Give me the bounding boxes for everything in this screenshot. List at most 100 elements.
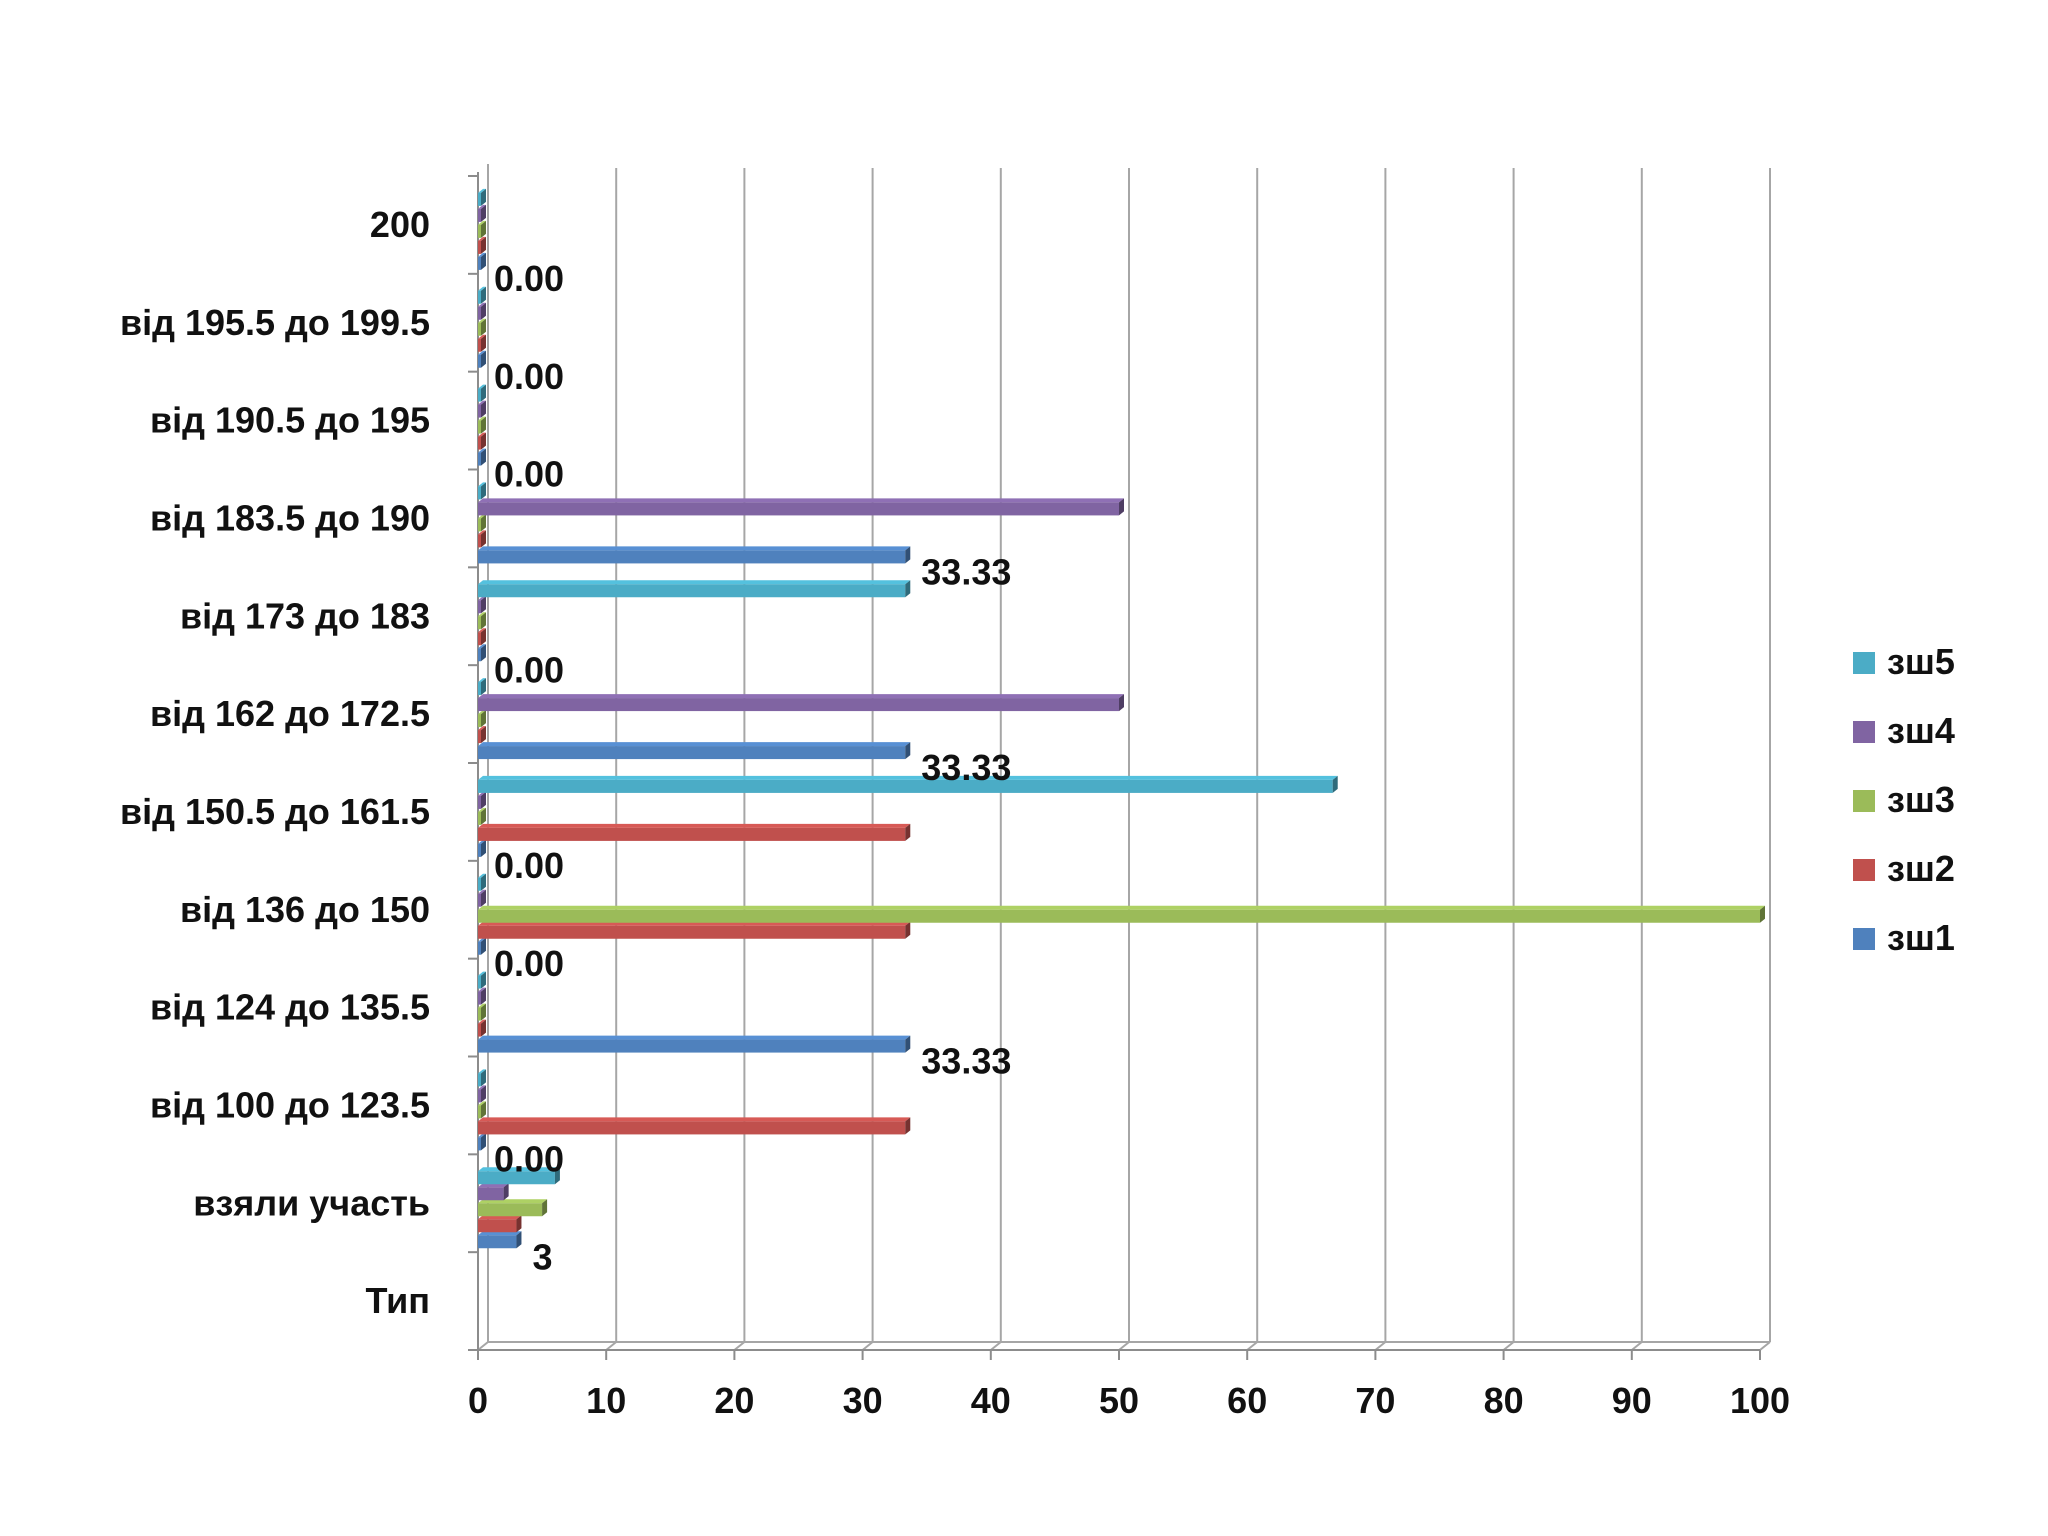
bar-front [478, 224, 481, 238]
bar-front [478, 436, 481, 450]
bar-end [481, 612, 486, 630]
bar-end [481, 937, 486, 955]
bar-зш1-7 [478, 644, 486, 662]
bar-зш5-2 [478, 1069, 486, 1087]
bar-front [478, 632, 481, 646]
bar-end [481, 318, 486, 336]
floor-tick-80 [1502, 1341, 1515, 1351]
category-label: від 173 до 183 [180, 595, 430, 636]
data-label: 33.33 [921, 551, 1011, 592]
bar-end [481, 400, 486, 418]
bar-зш5-6 [478, 678, 486, 696]
bar-end [481, 791, 486, 809]
bar-зш4-2 [478, 1085, 486, 1103]
bar-front [478, 941, 481, 955]
bar-зш1-8 [478, 546, 911, 564]
bar-front [478, 648, 481, 662]
bar-top [478, 873, 486, 878]
bar-top [478, 432, 486, 437]
floor-tick-0 [477, 1341, 489, 1351]
bar-зш2-2 [478, 1117, 911, 1135]
bar-зш4-8 [478, 498, 1124, 516]
category-label: Тип [366, 1280, 431, 1321]
bar-top [478, 384, 486, 389]
bar-зш5-5 [478, 775, 1338, 793]
bar-top [478, 302, 486, 307]
bar-end [481, 350, 486, 368]
bar-front [478, 1089, 481, 1103]
bar-front [478, 616, 481, 630]
bar-зш3-10 [478, 318, 486, 336]
bar-end [1119, 498, 1124, 516]
bar-top [478, 1003, 486, 1008]
x-tick-label-80: 80 [1484, 1380, 1524, 1421]
bar-front [478, 306, 481, 320]
bar-зш2-3 [478, 1019, 486, 1037]
bar-зш2-11 [478, 236, 486, 254]
bar-end [481, 1133, 486, 1151]
data-label: 0.00 [494, 454, 564, 495]
bar-зш4-5 [478, 791, 486, 809]
bar-front [478, 1073, 481, 1087]
bar-зш2-4 [478, 921, 911, 939]
legend-swatch-зш2 [1853, 859, 1875, 881]
bars [478, 188, 1765, 1249]
bar-front [478, 909, 1760, 923]
bar-end [481, 1003, 486, 1021]
bar-top [478, 1101, 486, 1106]
bar-зш2-1 [478, 1215, 522, 1233]
category-label: взяли участь [193, 1182, 430, 1223]
bar-end [905, 742, 911, 760]
bar-top [478, 334, 486, 339]
bar-зш2-6 [478, 726, 486, 744]
bar-front [478, 354, 481, 368]
bar-end [481, 1101, 486, 1119]
bar-end [481, 1069, 486, 1087]
axes [468, 164, 1770, 1360]
bar-end [481, 644, 486, 662]
bar-front [478, 827, 906, 841]
legend-swatch-зш4 [1853, 721, 1875, 743]
floor-tick-10 [605, 1341, 617, 1351]
bar-front [478, 975, 481, 989]
bar-end [905, 1117, 911, 1135]
floor-tick-40 [990, 1341, 1002, 1351]
bar-зш1-1 [478, 1231, 522, 1249]
x-tick-label-50: 50 [1099, 1380, 1139, 1421]
bar-top [478, 628, 486, 633]
bar-top [478, 1035, 911, 1040]
bar-зш3-9 [478, 416, 486, 434]
bar-end [481, 726, 486, 744]
bar-front [478, 502, 1119, 516]
bar-end [481, 448, 486, 466]
category-label: 200 [370, 204, 430, 245]
bar-front [478, 682, 481, 696]
bar-зш3-8 [478, 514, 486, 532]
bar-front [478, 240, 481, 254]
bar-front [478, 1121, 906, 1135]
bar-top [478, 1167, 560, 1172]
bar-end [905, 921, 911, 939]
category-label: від 162 до 172.5 [150, 693, 430, 734]
bar-end [905, 546, 911, 564]
bar-зш4-1 [478, 1183, 509, 1201]
bar-top [478, 807, 486, 812]
bar-front [478, 779, 1333, 793]
bar-front [478, 584, 906, 598]
bar-top [478, 987, 486, 992]
floor-tick-70 [1374, 1341, 1387, 1351]
bar-end [542, 1199, 548, 1217]
bar-end [1332, 775, 1338, 793]
legend-label-зш2: зш2 [1887, 848, 1955, 889]
x-tick-label-40: 40 [971, 1380, 1011, 1421]
data-label: 0.00 [494, 943, 564, 984]
bar-end [481, 334, 486, 352]
bar-top [478, 530, 486, 535]
bar-зш3-3 [478, 1003, 486, 1021]
bar-front [478, 1171, 555, 1185]
bar-end [481, 384, 486, 402]
bar-front [478, 893, 481, 907]
bar-front [478, 698, 1119, 712]
bar-top [478, 220, 486, 225]
bar-top [478, 204, 486, 209]
